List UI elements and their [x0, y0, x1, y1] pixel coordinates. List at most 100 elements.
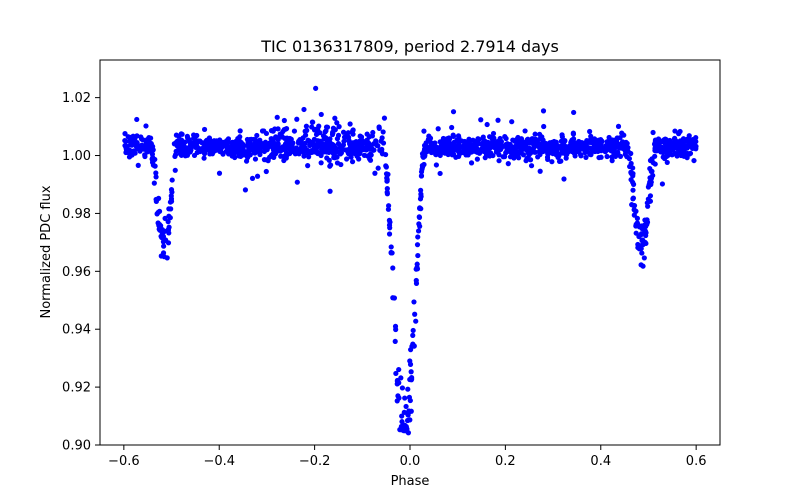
data-point — [274, 114, 280, 120]
data-point — [684, 136, 690, 142]
data-point — [152, 163, 158, 169]
data-point — [496, 158, 502, 164]
data-point — [384, 178, 390, 184]
data-point — [591, 136, 598, 142]
data-point — [267, 140, 273, 146]
data-point — [563, 151, 569, 157]
data-point — [338, 161, 344, 168]
data-point — [188, 147, 194, 153]
data-point — [435, 126, 441, 132]
data-point — [257, 151, 263, 158]
data-point — [201, 126, 208, 133]
data-point — [628, 170, 634, 176]
data-point — [393, 326, 399, 333]
data-point — [201, 155, 207, 161]
data-point — [421, 128, 427, 134]
data-point — [143, 123, 149, 129]
data-point — [330, 151, 337, 157]
data-point — [680, 136, 687, 142]
data-point — [449, 149, 455, 155]
data-point — [161, 243, 167, 249]
data-point — [634, 221, 640, 227]
data-point — [645, 203, 651, 209]
data-point — [631, 212, 637, 218]
data-point — [692, 138, 699, 145]
data-point — [607, 147, 613, 153]
data-point — [410, 327, 416, 334]
data-point — [588, 152, 594, 158]
data-point — [158, 253, 164, 259]
data-point — [416, 214, 423, 221]
data-point — [691, 157, 697, 164]
data-point — [306, 154, 312, 160]
data-point — [387, 225, 393, 231]
data-point — [334, 120, 340, 126]
data-point — [628, 150, 634, 157]
data-point — [487, 141, 493, 147]
data-point — [327, 146, 333, 152]
data-point — [638, 262, 644, 268]
data-point — [414, 261, 420, 267]
data-point — [240, 141, 246, 147]
y-tick-label: 1.02 — [62, 91, 91, 106]
data-point — [401, 409, 407, 415]
data-point — [607, 136, 613, 143]
data-point — [284, 143, 290, 149]
data-point — [228, 144, 234, 150]
data-point — [311, 146, 317, 153]
data-point — [639, 250, 645, 256]
data-point — [463, 152, 469, 158]
data-point — [598, 140, 604, 146]
data-point — [388, 244, 394, 250]
data-point — [272, 126, 278, 132]
data-point — [190, 143, 196, 149]
data-point — [176, 133, 182, 139]
data-point — [466, 136, 472, 142]
data-point — [338, 150, 345, 156]
data-point — [524, 155, 530, 162]
data-point — [537, 168, 543, 174]
data-point — [556, 158, 563, 165]
data-point — [512, 138, 518, 145]
data-point — [184, 152, 191, 158]
data-point — [617, 145, 623, 151]
data-point — [563, 147, 569, 153]
data-point — [313, 85, 319, 91]
data-point — [422, 152, 428, 158]
data-point — [528, 163, 535, 169]
data-point — [559, 134, 565, 140]
data-point — [133, 140, 139, 146]
y-axis-ticks: 0.90 0.92 0.94 0.96 0.98 1.00 1.02 — [62, 91, 100, 454]
data-point — [647, 165, 653, 172]
data-point — [576, 146, 582, 152]
data-point — [328, 162, 334, 168]
data-point — [459, 149, 465, 155]
data-point — [593, 146, 599, 152]
data-point — [303, 123, 310, 129]
data-point — [122, 142, 128, 149]
data-point — [314, 142, 320, 149]
data-point — [641, 255, 647, 261]
data-point — [437, 170, 443, 177]
x-tick-label: 0.4 — [590, 454, 611, 469]
data-point — [439, 143, 445, 149]
data-point — [614, 151, 620, 157]
data-point — [619, 139, 626, 145]
data-point — [126, 154, 133, 160]
data-point — [318, 160, 324, 166]
data-point — [502, 154, 508, 160]
data-point — [450, 133, 457, 140]
x-axis-label: Phase — [391, 474, 430, 489]
data-point — [254, 173, 261, 179]
data-point — [561, 176, 567, 182]
data-point — [141, 144, 147, 151]
data-point — [348, 147, 354, 154]
data-point — [132, 150, 138, 156]
data-point — [637, 245, 643, 252]
data-point — [237, 128, 243, 134]
data-point — [642, 217, 648, 223]
data-point — [172, 153, 178, 160]
data-point — [678, 149, 684, 155]
data-point — [238, 153, 244, 160]
